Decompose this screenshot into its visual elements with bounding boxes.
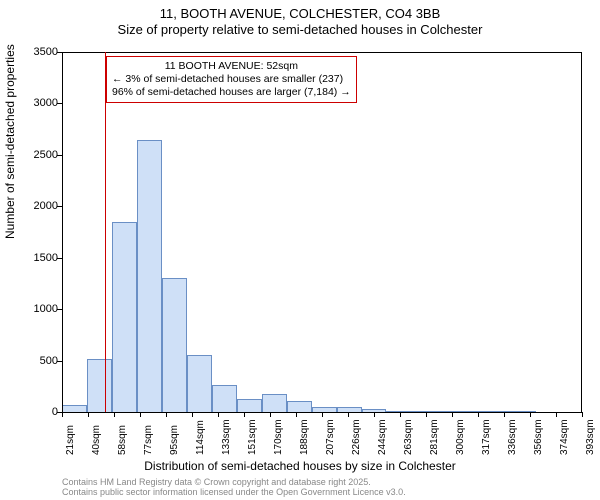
x-tick-label: 226sqm (351, 419, 362, 455)
chart-container: 11, BOOTH AVENUE, COLCHESTER, CO4 3BB Si… (0, 0, 600, 500)
x-tick (582, 412, 583, 417)
x-tick (400, 412, 401, 417)
footer-attribution: Contains HM Land Registry data © Crown c… (62, 478, 406, 498)
x-tick-label: 40sqm (91, 425, 102, 455)
x-tick-label: 393sqm (585, 419, 596, 455)
histogram-bar (212, 385, 237, 412)
bars-group (62, 52, 582, 412)
reference-line (105, 52, 106, 412)
x-tick-label: 151sqm (247, 419, 258, 455)
x-tick-label: 374sqm (559, 419, 570, 455)
histogram-bar (237, 399, 262, 412)
x-tick (270, 412, 271, 417)
x-axis-title: Distribution of semi-detached houses by … (0, 459, 600, 473)
x-tick-label: 207sqm (325, 419, 336, 455)
x-tick-label: 244sqm (377, 419, 388, 455)
y-tick-label: 1000 (34, 303, 58, 315)
x-tick (348, 412, 349, 417)
x-tick-label: 133sqm (221, 419, 232, 455)
histogram-bar (162, 278, 187, 412)
x-tick (374, 412, 375, 417)
x-tick (322, 412, 323, 417)
x-tick-label: 21sqm (65, 425, 76, 455)
x-tick (530, 412, 531, 417)
x-tick-label: 300sqm (455, 419, 466, 455)
histogram-bar (287, 401, 312, 412)
y-tick-label: 2000 (34, 200, 58, 212)
y-tick-label: 3500 (34, 46, 58, 58)
annotation-box: 11 BOOTH AVENUE: 52sqm ← 3% of semi-deta… (106, 56, 357, 103)
histogram-bar (187, 355, 212, 412)
x-tick (114, 412, 115, 417)
x-tick (556, 412, 557, 417)
y-tick-label: 3000 (34, 97, 58, 109)
x-tick (426, 412, 427, 417)
annotation-line-1: 11 BOOTH AVENUE: 52sqm (112, 60, 351, 73)
x-tick (504, 412, 505, 417)
x-tick (140, 412, 141, 417)
x-tick-label: 336sqm (507, 419, 518, 455)
x-tick-label: 281sqm (429, 419, 440, 455)
x-tick (478, 412, 479, 417)
y-axis-title: Number of semi-detached properties (3, 44, 17, 239)
y-axis (62, 52, 63, 412)
x-tick-label: 114sqm (195, 420, 206, 455)
y-tick-label: 2500 (34, 149, 58, 161)
x-tick (88, 412, 89, 417)
x-tick-label: 317sqm (481, 419, 492, 455)
x-tick (452, 412, 453, 417)
y-tick-label: 1500 (34, 252, 58, 264)
x-tick-label: 356sqm (533, 419, 544, 455)
x-tick-label: 95sqm (169, 425, 180, 455)
x-tick (244, 412, 245, 417)
footer-line-2: Contains public sector information licen… (62, 488, 406, 498)
x-tick (62, 412, 63, 417)
x-tick-label: 170sqm (273, 419, 284, 455)
x-tick-label: 58sqm (117, 425, 128, 455)
histogram-bar (137, 140, 162, 412)
histogram-bar (262, 394, 287, 413)
x-tick (296, 412, 297, 417)
chart-title-line2: Size of property relative to semi-detach… (0, 21, 600, 37)
histogram-bar (112, 222, 137, 412)
histogram-bar (62, 405, 87, 412)
histogram-bar (87, 359, 112, 412)
y-tick-label: 0 (52, 406, 58, 418)
x-tick (192, 412, 193, 417)
x-tick (218, 412, 219, 417)
x-tick-label: 263sqm (403, 419, 414, 455)
x-tick (166, 412, 167, 417)
x-tick-label: 188sqm (299, 419, 310, 455)
annotation-line-3: 96% of semi-detached houses are larger (… (112, 86, 351, 99)
y-tick-label: 500 (40, 355, 58, 367)
annotation-line-2: ← 3% of semi-detached houses are smaller… (112, 73, 351, 86)
chart-title-line1: 11, BOOTH AVENUE, COLCHESTER, CO4 3BB (0, 0, 600, 21)
x-tick-label: 77sqm (143, 425, 154, 455)
